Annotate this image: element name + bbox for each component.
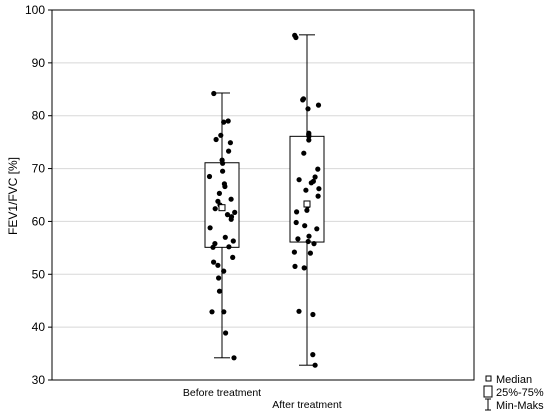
data-point: [292, 263, 298, 269]
data-point: [213, 136, 219, 143]
data-point: [222, 234, 228, 240]
data-point: [296, 308, 302, 314]
data-point: [230, 254, 236, 260]
y-tick-label: 100: [25, 3, 45, 17]
data-point: [310, 311, 316, 318]
data-point: [221, 119, 227, 125]
data-point: [300, 97, 306, 103]
legend-item: Median: [485, 374, 532, 386]
category-label: Before treatment: [183, 387, 261, 399]
data-point: [216, 190, 222, 196]
box-group-after: [289, 32, 325, 368]
grid-lines: [52, 62, 474, 328]
y-tick-label: 40: [32, 320, 46, 334]
data-point: [227, 140, 233, 146]
data-point: [310, 352, 316, 358]
y-tick-label: 30: [32, 373, 46, 387]
data-point: [306, 133, 312, 139]
data-point: [315, 193, 321, 199]
data-point: [230, 238, 236, 244]
data-point: [206, 173, 213, 180]
data-point: [304, 207, 310, 213]
y-tick-label: 90: [32, 56, 46, 70]
legend-median-symbol: [485, 375, 492, 382]
data-point: [211, 259, 217, 265]
data-point: [306, 137, 312, 143]
data-point: [291, 249, 297, 255]
data-point: [312, 362, 318, 368]
data-point: [222, 183, 228, 190]
data-point: [302, 223, 308, 229]
data-point: [228, 196, 234, 202]
data-point: [207, 225, 213, 231]
data-point: [312, 174, 318, 180]
data-point: [215, 262, 221, 268]
data-point: [226, 148, 232, 154]
data-point: [293, 219, 299, 226]
y-tick-label: 70: [32, 162, 46, 176]
legend-label: 25%-75%: [496, 387, 544, 399]
data-point: [210, 244, 216, 250]
data-point: [223, 330, 229, 336]
data-point: [301, 265, 307, 271]
category-labels: Before treatment After treatment: [183, 387, 342, 411]
y-tick-label: 80: [32, 109, 46, 123]
y-tick-label: 50: [32, 267, 46, 281]
data-point: [308, 180, 314, 186]
legend-item: 25%-75%: [483, 385, 544, 399]
data-point: [307, 250, 313, 256]
data-point: [220, 168, 226, 174]
box-group-before: [204, 90, 240, 361]
data-point: [221, 268, 227, 274]
data-point: [218, 132, 224, 138]
data-point: [293, 34, 299, 41]
data-point: [226, 244, 232, 250]
legend-label: Min-Maks: [496, 400, 544, 412]
data-point: [209, 309, 215, 315]
data-point: [224, 212, 231, 218]
legend-label: Median: [496, 374, 532, 386]
median-marker: [303, 200, 311, 208]
data-point: [296, 177, 302, 183]
category-label: After treatment: [272, 399, 342, 411]
data-point: [305, 238, 311, 245]
data-point: [212, 206, 218, 212]
legend-item: Min-Maks: [485, 398, 544, 412]
data-point: [316, 186, 322, 192]
boxes: [204, 32, 325, 368]
data-point: [295, 236, 301, 242]
data-point: [303, 187, 309, 193]
data-point: [228, 216, 234, 222]
data-point: [231, 355, 237, 361]
data-point: [311, 241, 317, 247]
data-point: [294, 209, 300, 215]
data-point: [315, 166, 321, 172]
median-marker: [218, 204, 226, 212]
data-point: [221, 309, 227, 315]
y-axis-label: FEV1/FVC [%]: [6, 157, 20, 235]
data-point: [301, 150, 307, 156]
legend-box-symbol: [483, 385, 493, 398]
plot-frame: [51, 9, 475, 381]
data-point: [305, 106, 311, 112]
data-point: [314, 226, 320, 232]
data-point: [225, 118, 231, 124]
y-tick-label: 60: [32, 214, 46, 228]
data-point: [216, 288, 223, 294]
data-point: [211, 90, 217, 97]
data-point: [216, 275, 222, 281]
data-point: [315, 102, 322, 108]
data-point: [220, 160, 226, 166]
data-point: [232, 209, 238, 215]
y-axis: 30 40 50 60 70 80 90 100: [25, 3, 52, 387]
data-point: [306, 233, 312, 239]
